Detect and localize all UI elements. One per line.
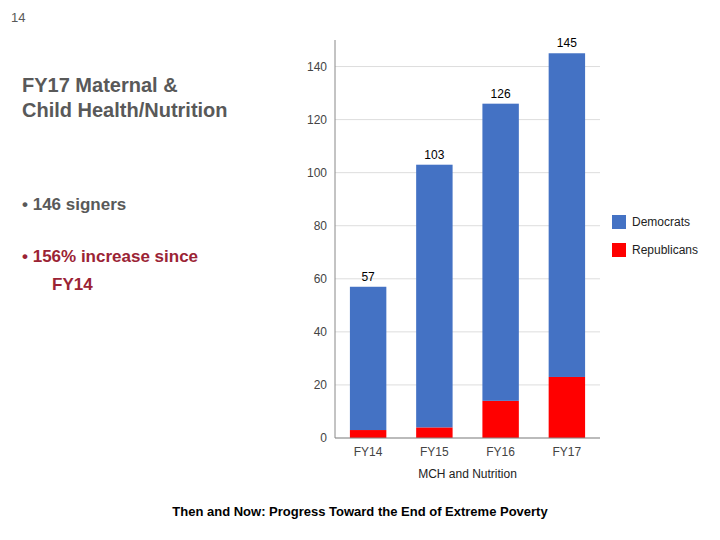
y-tick-label: 0 — [320, 431, 327, 445]
total-label: 145 — [557, 36, 577, 50]
x-tick-label: FY14 — [354, 445, 383, 459]
y-tick-label: 120 — [307, 113, 327, 127]
legend-swatch — [612, 215, 626, 229]
title-group: FY17 Maternal & Child Health/Nutrition — [22, 74, 228, 121]
legend-entry: Republicans — [632, 243, 698, 257]
y-tick-label: 60 — [314, 272, 328, 286]
x-axis-line — [335, 438, 600, 439]
title: FY17 Maternal & Child Health/Nutrition — [22, 74, 228, 121]
legend-entry: Democrats — [632, 215, 690, 229]
bar — [549, 377, 585, 438]
x-tick-label: FY16 — [486, 445, 515, 459]
bar — [482, 401, 518, 438]
background — [0, 0, 720, 540]
annotation: 14 — [11, 10, 25, 25]
y-tick-label: 80 — [314, 219, 328, 233]
annotation: • 146 signers — [22, 195, 126, 214]
bar — [482, 104, 518, 401]
bar — [350, 430, 386, 438]
bar — [416, 165, 452, 428]
title-line: Child Health/Nutrition — [22, 99, 228, 121]
bar — [549, 53, 585, 377]
y-tick-label: 100 — [307, 166, 327, 180]
title-line: FY17 Maternal & — [22, 74, 178, 96]
annotation: Then and Now: Progress Toward the End of… — [172, 504, 548, 519]
total-label: 103 — [424, 148, 444, 162]
total-label: 126 — [491, 87, 511, 101]
annotation: FY14 — [52, 275, 93, 294]
y-tick-label: 40 — [314, 325, 328, 339]
legend-swatch — [612, 243, 626, 257]
bars — [350, 53, 585, 438]
annotation: • 156% increase since — [22, 247, 198, 266]
x-tick-label: FY15 — [420, 445, 449, 459]
y-tick-label: 20 — [314, 378, 328, 392]
total-label: 57 — [361, 270, 375, 284]
bar — [350, 287, 386, 430]
grid-line — [335, 438, 600, 439]
bar — [416, 427, 452, 438]
chart-root: FY17 Maternal & Child Health/Nutrition 14 •… — [0, 0, 720, 540]
x-tick-label: FY17 — [553, 445, 582, 459]
y-tick-label: 140 — [307, 60, 327, 74]
legend: Democrats Republicans — [612, 215, 698, 257]
x-axis-label: MCH and Nutrition — [418, 467, 517, 481]
y-axis-line — [335, 40, 336, 438]
